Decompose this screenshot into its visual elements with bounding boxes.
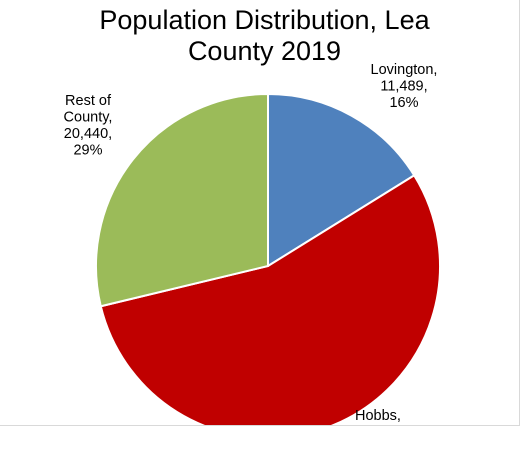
chart-frame: Population Distribution, Lea County 2019… xyxy=(0,0,520,426)
data-label-line: Hobbs, xyxy=(355,408,401,424)
pie-slice-hobbs xyxy=(99,173,441,425)
data-label-line: Rest of xyxy=(65,93,112,109)
data-label-rest-of-county: Rest of County, 20,440, 29% xyxy=(64,93,113,159)
data-label-line: 20,440, xyxy=(64,126,112,142)
data-label-line: 29% xyxy=(73,143,102,159)
chart-title-line-1: Population Distribution, Lea xyxy=(99,5,430,35)
pie-slice-lovington xyxy=(267,92,416,268)
chart-title: Population Distribution, Lea County 2019 xyxy=(0,5,519,67)
data-label-line: 11,489, xyxy=(380,79,427,95)
pie-slice-rest-of-county xyxy=(95,92,269,308)
pie-chart: Lovington,11,489,16% Hobbs,39,141,55% Rest… xyxy=(64,62,441,426)
data-label-lovington: Lovington, 11,489, 16% xyxy=(371,62,438,111)
data-label-line: Lovington, xyxy=(371,62,438,78)
data-label-line: County, xyxy=(64,110,113,126)
chart-title-line-2: County 2019 xyxy=(187,36,342,66)
data-label-line: 16% xyxy=(389,95,418,111)
data-label-line: 39,141, xyxy=(354,425,402,427)
data-label-hobbs: Hobbs,39,141,55% xyxy=(354,408,402,426)
